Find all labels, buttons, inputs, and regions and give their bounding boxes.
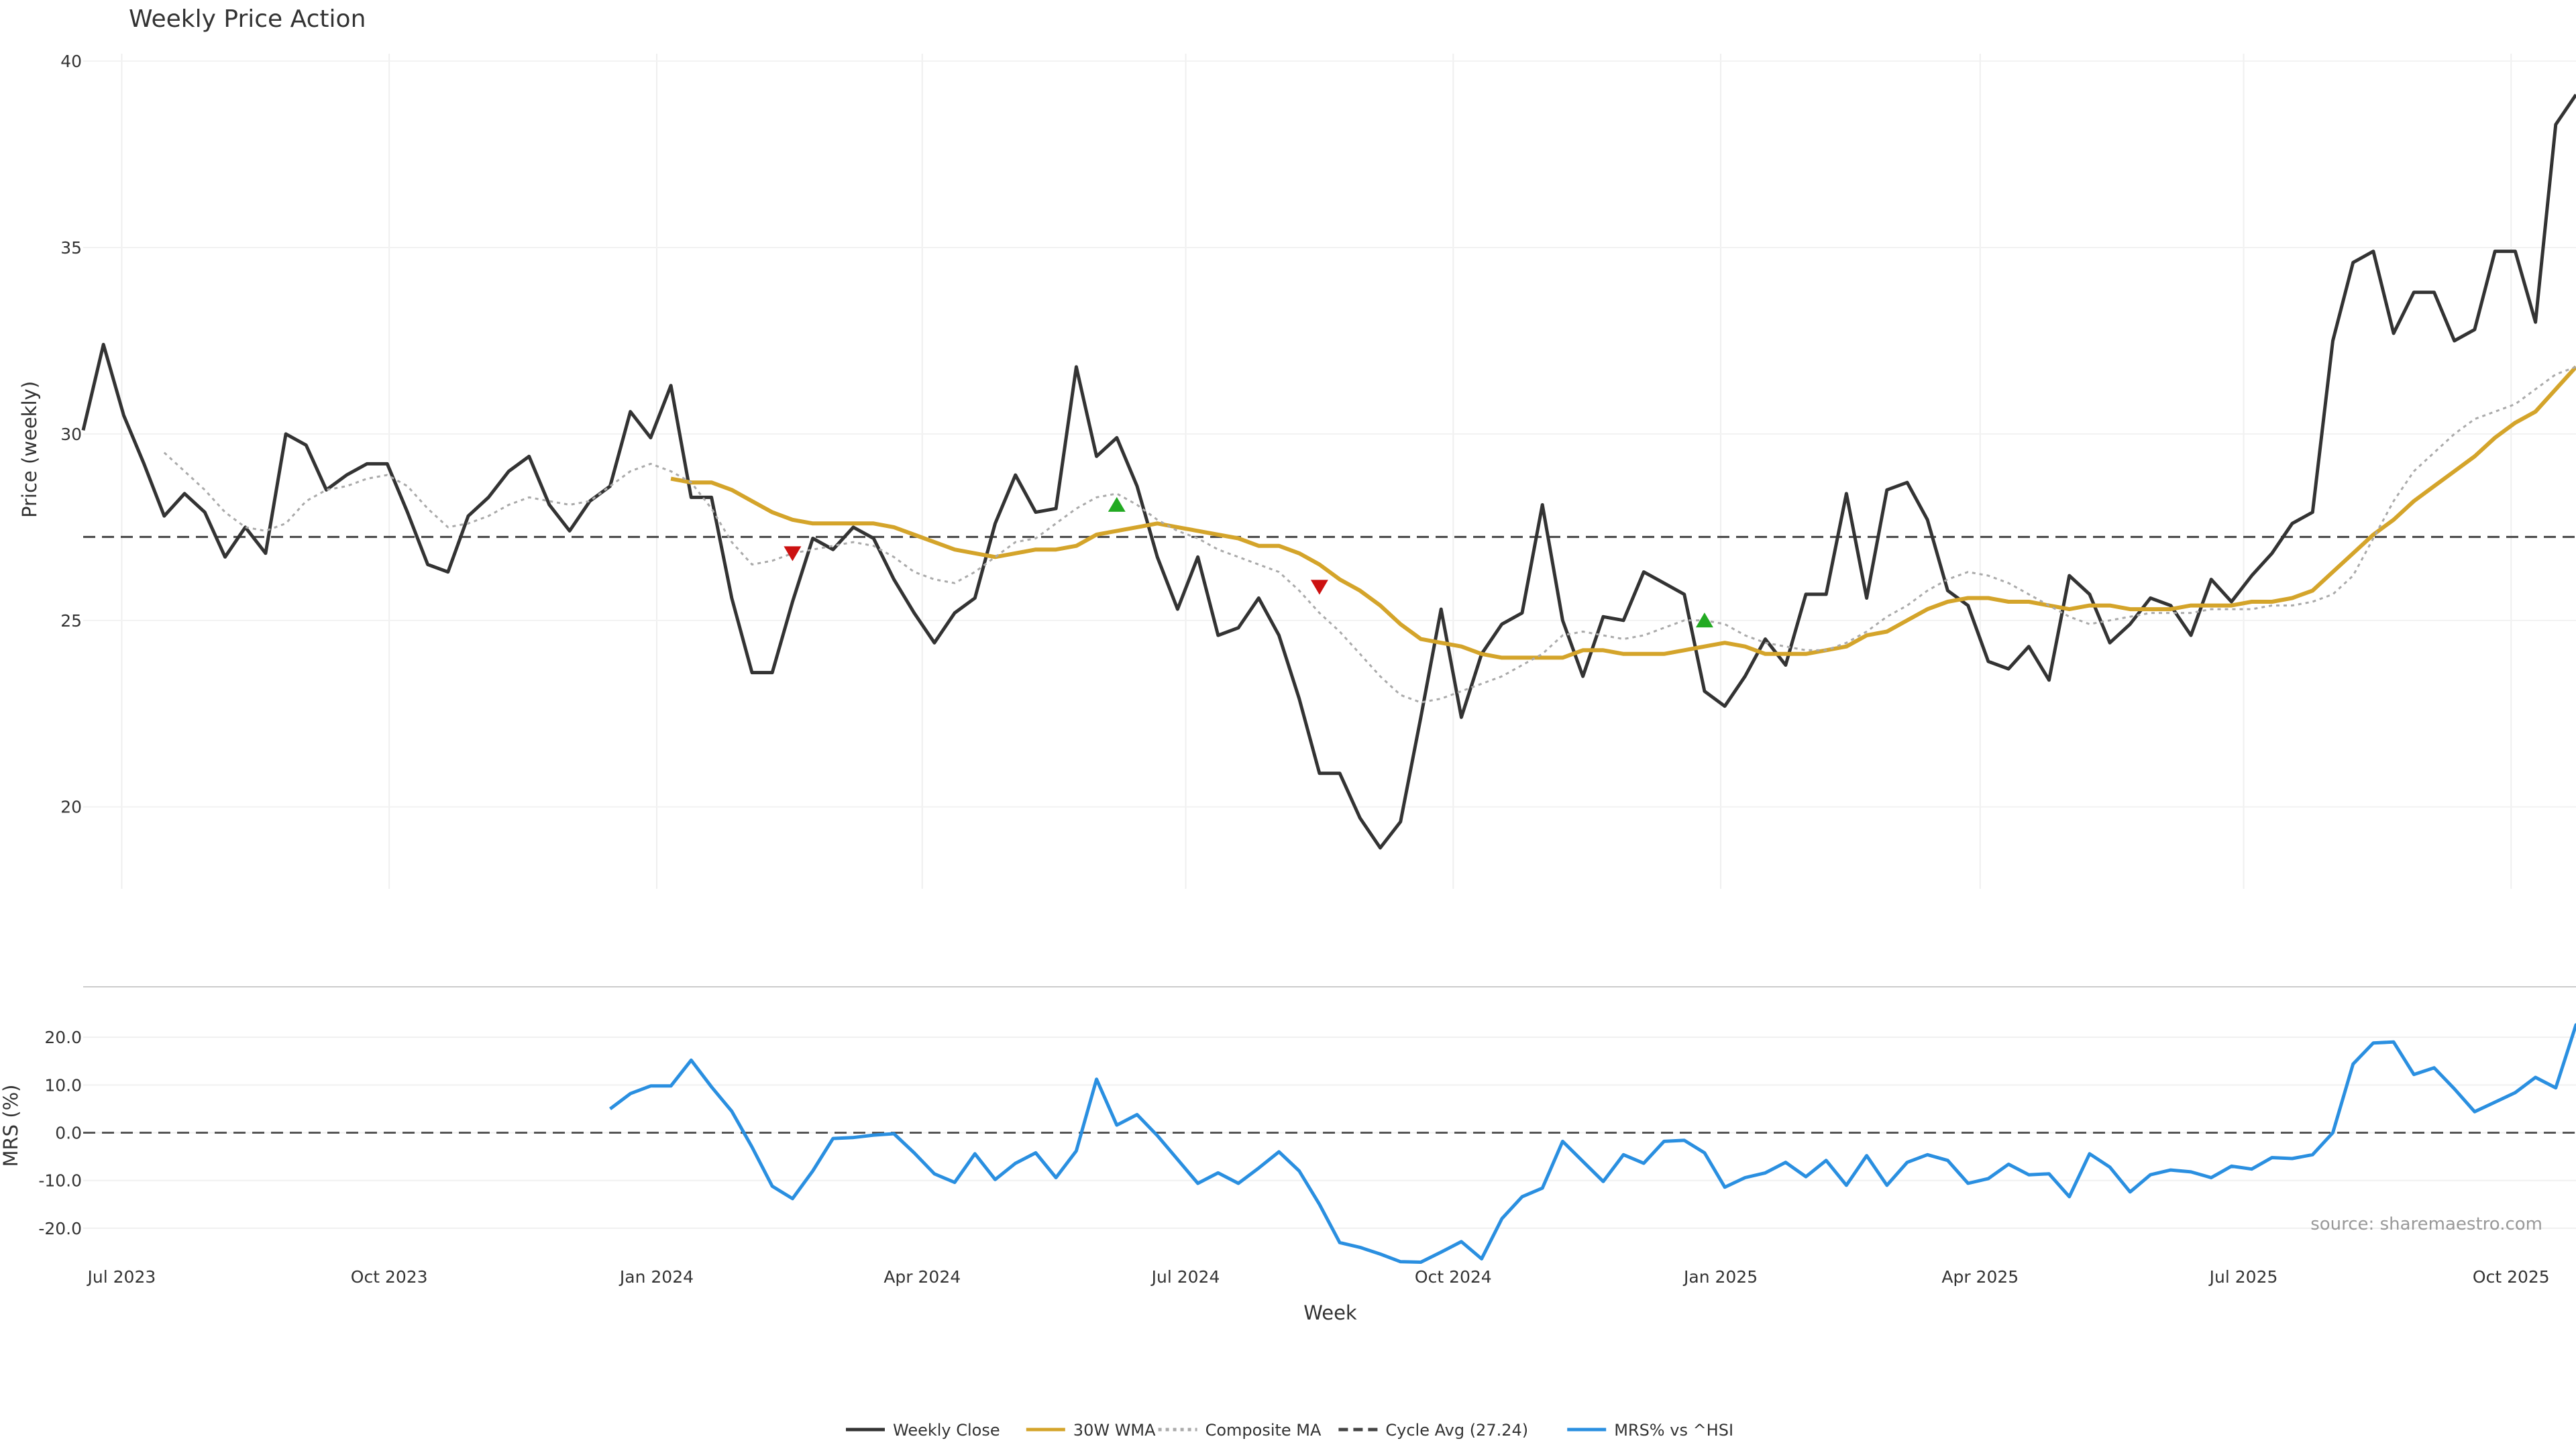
sell-signal-marker [784, 546, 802, 561]
x-tick-label: Jul 2024 [1150, 1267, 1220, 1287]
sell-signal-marker [1310, 580, 1328, 595]
mrs-series-group [608, 1023, 2576, 1264]
x-tick-label: Apr 2024 [883, 1267, 961, 1287]
legend-label: MRS% vs ^HSI [1614, 1421, 1733, 1440]
mrs-y-tick-label: 20.0 [44, 1028, 82, 1047]
buy-signal-marker [1108, 496, 1126, 512]
signal-markers [784, 496, 1713, 628]
mrs-y-tick-label: -20.0 [38, 1219, 82, 1238]
source-note: source: sharemaestro.com [2310, 1214, 2542, 1234]
mrs-y-axis-label: MRS (%) [0, 1085, 22, 1167]
mrs-y-tick-label: 10.0 [44, 1075, 82, 1095]
x-axis-ticks: Jul 2023 Oct 2023 Jan 2024 Apr 2024 Jul 2024… [87, 1267, 2550, 1287]
legend: Weekly Close 30W WMA Composite MA Cycle Avg… [846, 1421, 1733, 1440]
price-y-tick-label: 35 [60, 238, 82, 258]
x-tick-label: Jul 2023 [87, 1267, 156, 1287]
price-gridlines [83, 54, 2576, 889]
series-line-30w-wma [670, 365, 2576, 660]
legend-label: Composite MA [1205, 1421, 1322, 1440]
legend-label: Weekly Close [893, 1421, 1000, 1440]
price-chart-title: Weekly Price Action [129, 5, 366, 33]
x-tick-label: Apr 2025 [1941, 1267, 2019, 1287]
price-y-tick-label: 40 [60, 52, 82, 71]
mrs-y-tick-label: -10.0 [38, 1171, 82, 1191]
series-line-composite-ma [163, 365, 2576, 704]
series-line-weekly-close [81, 93, 2576, 850]
x-tick-label: Oct 2023 [351, 1267, 428, 1287]
mrs-y-tick-label: 0.0 [55, 1124, 82, 1143]
buy-signal-marker [1695, 612, 1713, 628]
legend-label: 30W WMA [1073, 1421, 1156, 1440]
x-tick-label: Jul 2025 [2208, 1267, 2278, 1287]
legend-label: Cycle Avg (27.24) [1385, 1421, 1528, 1440]
price-y-axis-label: Price (weekly) [18, 381, 41, 518]
x-tick-label: Oct 2025 [2473, 1267, 2550, 1287]
price-y-tick-label: 25 [60, 611, 82, 631]
price-series-group [81, 93, 2576, 850]
series-line-mrs-vs-hsi [608, 1023, 2576, 1264]
x-tick-label: Jan 2024 [619, 1267, 694, 1287]
mrs-y-ticks: 20.0 10.0 0.0 -10.0 -20.0 [38, 1028, 82, 1238]
price-y-tick-label: 20 [60, 798, 82, 817]
x-tick-label: Oct 2024 [1415, 1267, 1492, 1287]
x-tick-label: Jan 2025 [1682, 1267, 1758, 1287]
price-y-tick-label: 30 [60, 425, 82, 444]
price-y-ticks: 20 25 30 35 40 [60, 52, 82, 817]
x-axis-label: Week [1303, 1301, 1357, 1324]
